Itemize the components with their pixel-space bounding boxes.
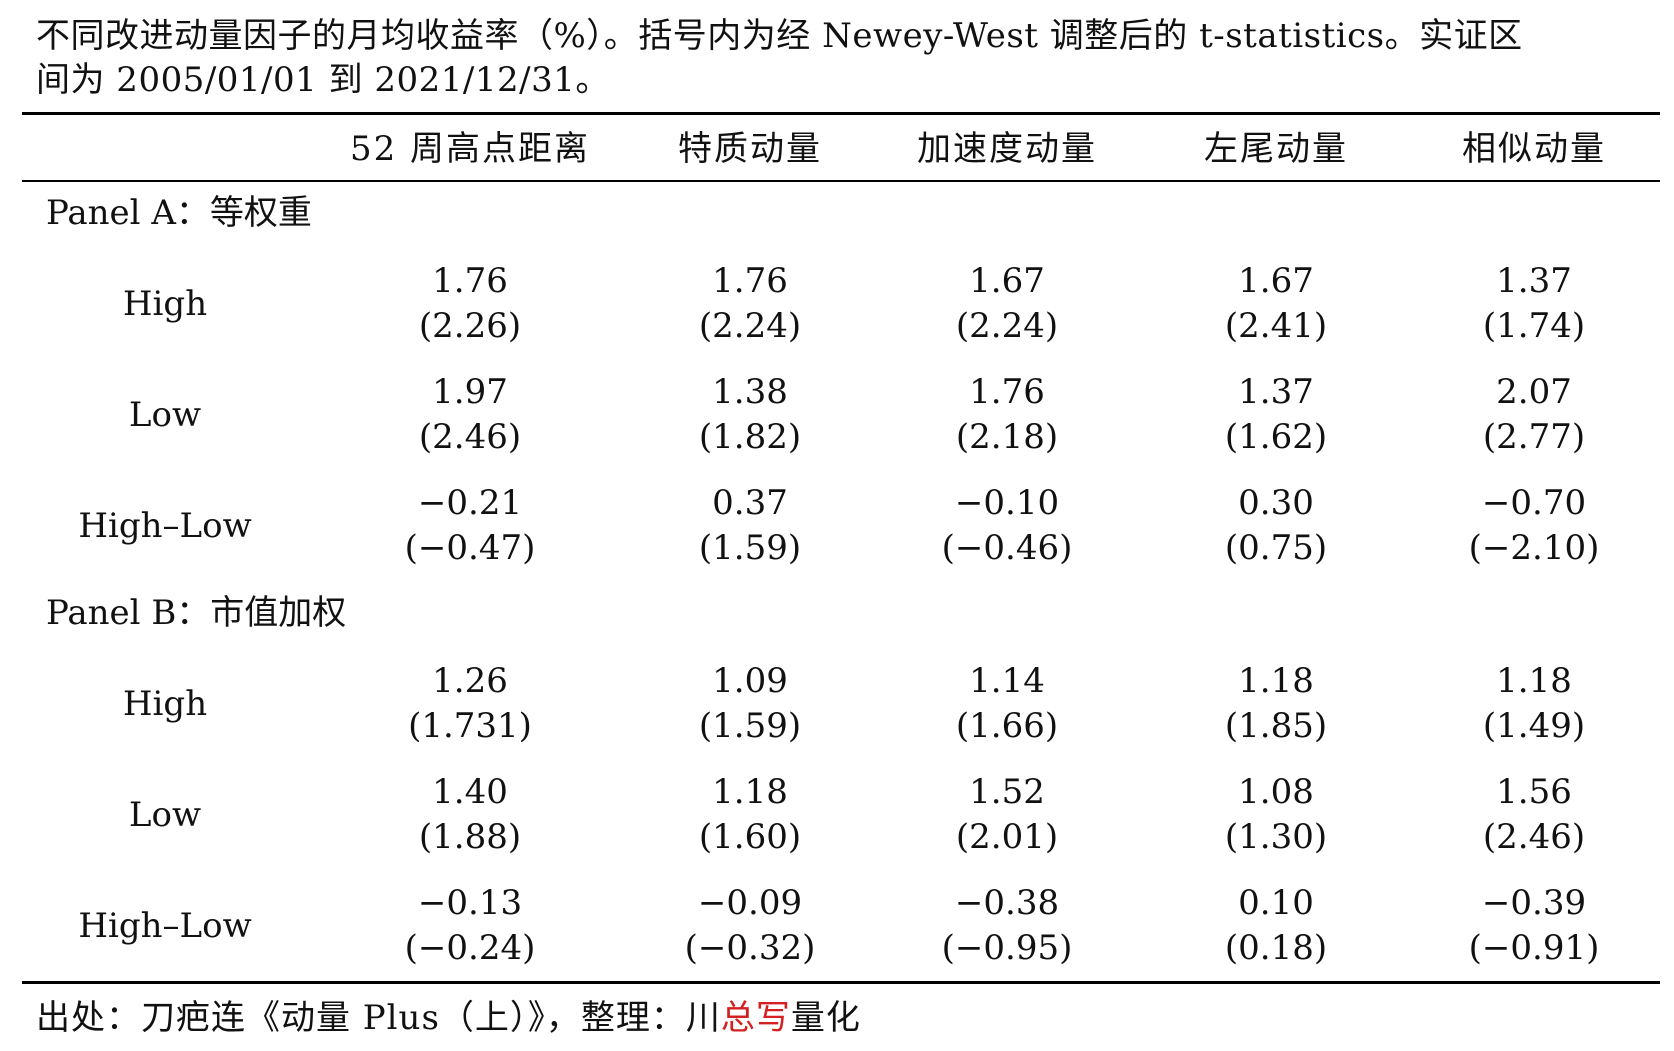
- table-cell: 1.09 (1.59): [698, 661, 802, 746]
- table-cell: 1.37 (1.74): [1482, 261, 1586, 346]
- row-label: High: [122, 684, 208, 724]
- table-cell: 1.67 (2.41): [1224, 261, 1328, 346]
- table-cell: 1.67 (2.24): [955, 261, 1059, 346]
- table-cell: −0.39 (−0.91): [1468, 883, 1600, 968]
- panel-b-title: Panel B：市值加权: [46, 593, 347, 633]
- table-cell: −0.13 (−0.24): [404, 883, 536, 968]
- table-bottom-rule: [22, 981, 1660, 984]
- column-header-acceleration-momentum: 加速度动量: [917, 129, 1097, 169]
- table-cell: 1.52 (2.01): [955, 772, 1059, 857]
- table-cell: 0.10 (0.18): [1224, 883, 1328, 968]
- table-cell: 1.14 (1.66): [955, 661, 1059, 746]
- footer-highlight-text: 总写: [720, 998, 791, 1038]
- table-cell: 1.26 (1.731): [408, 661, 532, 746]
- column-header-52-week-high: 52 周高点距离: [349, 129, 591, 169]
- footer-source-text: 出处：刀疤连《动量 Plus（上）》，整理：川: [36, 998, 721, 1038]
- table-cell: 1.18 (1.60): [698, 772, 802, 857]
- table-cell: 2.07 (2.77): [1482, 372, 1586, 457]
- table-caption: 不同改进动量因子的月均收益率（%）。括号内为经 Newey-West 调整后的 …: [36, 14, 1616, 102]
- table-cell: 1.08 (1.30): [1224, 772, 1328, 857]
- source-footer: 出处：刀疤连《动量 Plus（上）》，整理：川总写量化: [36, 996, 861, 1040]
- table-cell: 1.56 (2.46): [1482, 772, 1586, 857]
- caption-line-1: 不同改进动量因子的月均收益率（%）。括号内为经 Newey-West 调整后的 …: [36, 16, 1523, 56]
- table-cell: 1.18 (1.49): [1482, 661, 1586, 746]
- table-cell: 1.40 (1.88): [418, 772, 522, 857]
- table-cell: 1.18 (1.85): [1224, 661, 1328, 746]
- table-cell: 0.37 (1.59): [698, 483, 802, 568]
- table-cell: −0.10 (−0.46): [941, 483, 1073, 568]
- row-label: Low: [128, 395, 202, 435]
- caption-line-2: 间为 2005/01/01 到 2021/12/31。: [36, 60, 610, 100]
- table-cell: −0.09 (−0.32): [684, 883, 816, 968]
- row-label: Low: [128, 795, 202, 835]
- row-label: High: [122, 284, 208, 324]
- table-cell: 1.76 (2.24): [698, 261, 802, 346]
- table-cell: 1.97 (2.46): [418, 372, 522, 457]
- table-cell: −0.38 (−0.95): [941, 883, 1073, 968]
- table-header-rule: [22, 180, 1660, 182]
- row-label: High–Low: [78, 506, 252, 546]
- panel-a-title: Panel A：等权重: [46, 193, 312, 233]
- table-cell: 1.76 (2.26): [418, 261, 522, 346]
- table-top-rule: [22, 112, 1660, 115]
- column-header-idiosyncratic-momentum: 特质动量: [678, 129, 822, 169]
- table-cell: 0.30 (0.75): [1224, 483, 1328, 568]
- table-cell: 1.76 (2.18): [955, 372, 1059, 457]
- table-cell: 1.38 (1.82): [698, 372, 802, 457]
- column-header-similarity-momentum: 相似动量: [1462, 129, 1606, 169]
- column-header-left-tail-momentum: 左尾动量: [1204, 129, 1348, 169]
- row-label: High–Low: [78, 906, 252, 946]
- table-cell: −0.70 (−2.10): [1468, 483, 1600, 568]
- table-cell: −0.21 (−0.47): [404, 483, 536, 568]
- table-cell: 1.37 (1.62): [1224, 372, 1328, 457]
- footer-suffix-text: 量化: [790, 998, 861, 1038]
